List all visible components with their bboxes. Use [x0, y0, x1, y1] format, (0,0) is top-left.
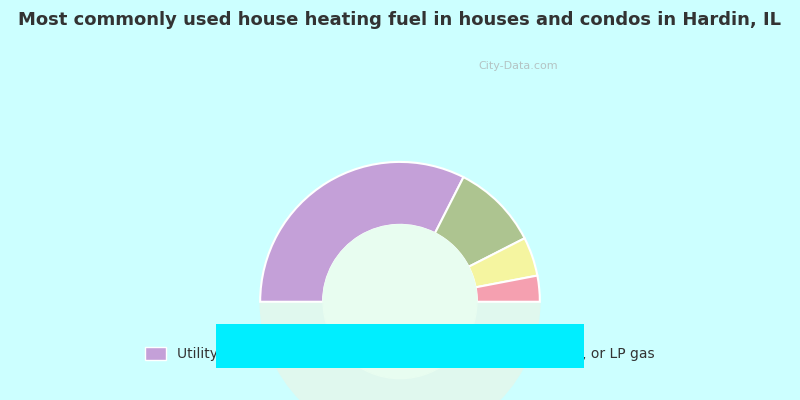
Circle shape [360, 262, 440, 342]
Circle shape [386, 288, 414, 315]
Circle shape [394, 296, 406, 307]
Circle shape [334, 236, 466, 368]
Wedge shape [435, 177, 525, 267]
Wedge shape [469, 238, 538, 287]
Circle shape [344, 246, 456, 358]
Bar [216, 324, 584, 368]
Text: City-Data.com: City-Data.com [478, 61, 558, 71]
Circle shape [352, 254, 448, 350]
Circle shape [390, 291, 410, 312]
Circle shape [384, 286, 416, 318]
Circle shape [363, 265, 437, 339]
Text: Most commonly used house heating fuel in houses and condos in Hardin, IL: Most commonly used house heating fuel in… [18, 11, 782, 29]
Circle shape [368, 270, 432, 334]
Circle shape [350, 251, 450, 352]
Circle shape [398, 299, 402, 304]
Circle shape [358, 259, 442, 344]
Circle shape [336, 238, 464, 366]
Circle shape [331, 233, 469, 371]
Circle shape [378, 280, 422, 323]
Wedge shape [260, 162, 463, 302]
Circle shape [366, 267, 434, 336]
Circle shape [260, 162, 540, 400]
Circle shape [342, 244, 458, 360]
Circle shape [376, 278, 424, 326]
Circle shape [382, 283, 418, 320]
Legend: Utility gas, Electricity, Wood, Bottled, tank, or LP gas: Utility gas, Electricity, Wood, Bottled,… [138, 340, 662, 368]
Circle shape [355, 257, 445, 347]
Circle shape [323, 225, 477, 379]
Wedge shape [475, 276, 540, 302]
Circle shape [392, 294, 408, 310]
Circle shape [328, 230, 472, 373]
Circle shape [371, 272, 429, 331]
Circle shape [339, 241, 461, 363]
Circle shape [374, 275, 426, 328]
Circle shape [326, 228, 474, 376]
Circle shape [347, 249, 453, 355]
Circle shape [323, 225, 477, 379]
